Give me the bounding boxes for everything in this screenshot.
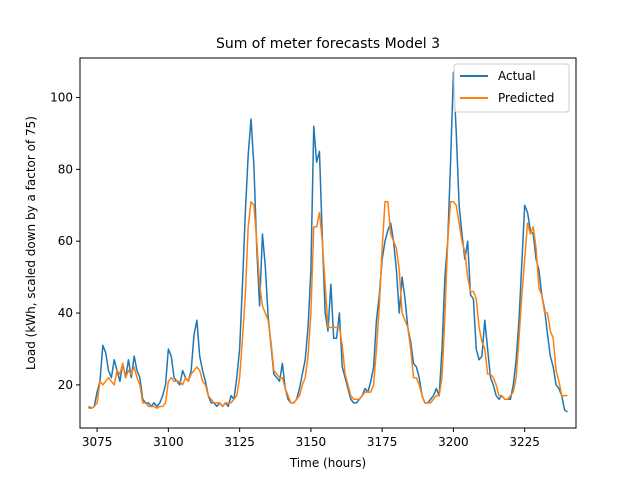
x-tick-label: 3175 [367,435,398,449]
x-tick-label: 3200 [438,435,469,449]
y-tick-label: 100 [50,91,73,105]
plot-frame [79,57,577,429]
x-tick-label: 3125 [224,435,255,449]
x-tick-label: 3150 [296,435,327,449]
x-axis-ticks: 3075 3100 3125 3150 3175 3200 3225 [82,428,540,449]
x-tick-label: 3075 [82,435,113,449]
x-axis-label: Time (hours) [289,456,366,470]
x-tick-label: 3100 [153,435,184,449]
chart-title: Sum of meter forecasts Model 3 [216,36,440,52]
y-tick-label: 60 [58,234,73,248]
legend-label-predicted: Predicted [498,91,554,105]
y-tick-label: 80 [58,162,73,176]
y-axis-ticks: 20 40 60 80 100 [50,91,80,392]
series-layer [88,71,568,413]
x-tick-label: 3225 [509,435,540,449]
series-line-actual [88,71,568,413]
series-line-predicted [88,200,568,409]
y-tick-label: 40 [58,306,73,320]
y-tick-label: 20 [58,378,73,392]
legend: Actual Predicted [453,63,570,113]
y-axis-label: Load (kWh, scaled down by a factor of 75… [24,116,38,370]
legend-label-actual: Actual [498,69,536,83]
